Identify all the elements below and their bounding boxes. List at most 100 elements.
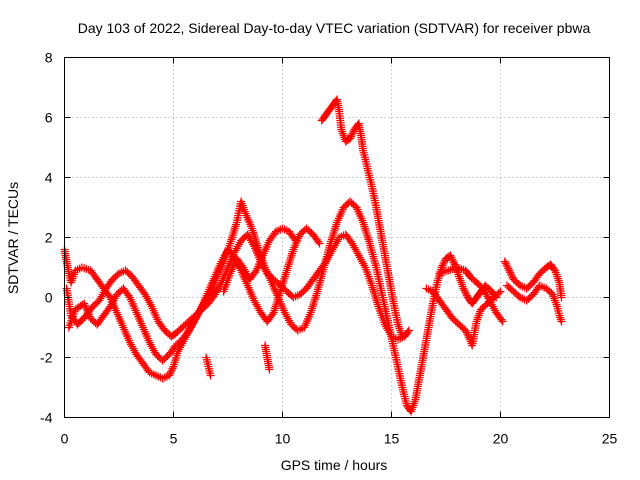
data-point-marker — [462, 289, 471, 298]
data-point-marker — [555, 311, 564, 320]
data-point-marker — [348, 129, 357, 138]
data-point-marker — [206, 371, 215, 380]
data-point-marker — [439, 259, 448, 268]
data-point-marker — [311, 293, 320, 302]
data-point-marker — [403, 328, 412, 336]
data-point-marker — [196, 304, 205, 313]
data-point-marker — [395, 324, 404, 333]
data-point-marker — [474, 311, 483, 320]
data-point-marker — [362, 229, 371, 237]
chart-title: Day 103 of 2022, Sidereal Day-to-day VTE… — [78, 20, 591, 36]
data-point-marker — [240, 207, 249, 216]
y-axis-label: SDTVAR / TECUs — [5, 182, 21, 294]
data-point-marker — [287, 251, 296, 260]
data-point-marker — [457, 280, 466, 289]
data-point-marker — [548, 290, 557, 299]
data-point-marker — [312, 291, 321, 300]
data-point-marker — [446, 251, 455, 260]
data-series — [64, 224, 324, 365]
data-point-marker — [554, 276, 563, 285]
data-point-marker — [463, 330, 472, 339]
data-point-marker — [237, 199, 246, 208]
y-tick-labels: -4 -2 0 2 4 6 8 — [40, 50, 53, 426]
data-point-marker — [227, 235, 236, 244]
data-point-marker — [285, 258, 294, 267]
data-point-marker — [448, 255, 457, 264]
data-point-marker — [396, 326, 405, 335]
data-point-marker — [473, 313, 482, 322]
data-point-marker — [454, 270, 463, 279]
data-point-marker — [67, 276, 76, 285]
data-point-marker — [284, 260, 293, 269]
data-point-marker — [67, 278, 76, 287]
data-series — [317, 95, 407, 341]
data-point-marker — [363, 233, 372, 242]
data-point-marker — [280, 274, 289, 283]
data-point-marker — [369, 287, 378, 296]
data-point-marker — [339, 131, 348, 140]
x-tick-label: 20 — [493, 431, 509, 447]
data-point-marker — [364, 235, 373, 244]
data-point-marker — [449, 258, 458, 267]
data-point-marker — [461, 288, 470, 297]
data-point-marker — [369, 285, 378, 294]
data-point-marker — [440, 258, 449, 267]
data-point-marker — [249, 240, 258, 249]
data-points — [60, 95, 566, 416]
data-point-marker — [69, 270, 78, 279]
data-point-marker — [330, 226, 339, 235]
data-point-marker — [286, 256, 295, 264]
data-point-marker — [556, 313, 565, 322]
data-point-marker — [501, 259, 510, 268]
data-point-marker — [453, 268, 462, 277]
data-series — [219, 224, 300, 296]
data-point-marker — [410, 397, 419, 406]
y-tick-label: -4 — [40, 410, 53, 426]
data-point-marker — [69, 272, 78, 281]
data-point-marker — [166, 369, 175, 378]
data-point-marker — [455, 272, 464, 281]
data-point-marker — [284, 262, 293, 271]
x-tick-label: 5 — [170, 431, 178, 447]
data-point-marker — [506, 270, 515, 279]
data-point-marker — [230, 224, 239, 233]
data-point-marker — [282, 266, 291, 275]
data-point-marker — [556, 315, 565, 324]
data-point-marker — [503, 262, 512, 271]
data-point-marker — [557, 317, 566, 326]
data-point-marker — [407, 407, 416, 416]
data-point-marker — [229, 229, 238, 237]
data-point-marker — [337, 125, 346, 134]
data-point-marker — [238, 201, 247, 210]
data-series — [500, 257, 566, 302]
data-point-marker — [494, 289, 503, 297]
x-axis-label: GPS time / hours — [281, 457, 388, 473]
x-tick-labels: 0 5 10 15 20 25 — [61, 431, 618, 447]
data-point-marker — [360, 261, 369, 270]
data-point-marker — [398, 332, 407, 341]
data-point-marker — [459, 284, 468, 293]
data-point-marker — [455, 274, 464, 283]
data-point-marker — [361, 226, 370, 235]
data-point-marker — [497, 315, 506, 324]
data-point-marker — [551, 266, 559, 275]
data-point-marker — [408, 403, 417, 412]
y-tick-label: 2 — [45, 230, 53, 246]
data-point-marker — [347, 130, 356, 139]
data-point-marker — [309, 300, 318, 309]
data-point-marker — [239, 203, 248, 212]
data-series — [62, 230, 413, 344]
data-point-marker — [448, 256, 457, 265]
data-point-marker — [552, 300, 561, 309]
data-point-marker — [268, 310, 277, 319]
data-point-marker — [549, 265, 558, 273]
y-tick-label: 0 — [45, 290, 53, 306]
data-point-marker — [409, 401, 418, 410]
y-tick-label: -2 — [40, 350, 53, 366]
y-tick-label: 8 — [45, 50, 53, 66]
data-point-marker — [228, 231, 237, 240]
data-point-marker — [552, 270, 561, 279]
data-point-marker — [505, 266, 514, 275]
x-tick-label: 10 — [275, 431, 291, 447]
